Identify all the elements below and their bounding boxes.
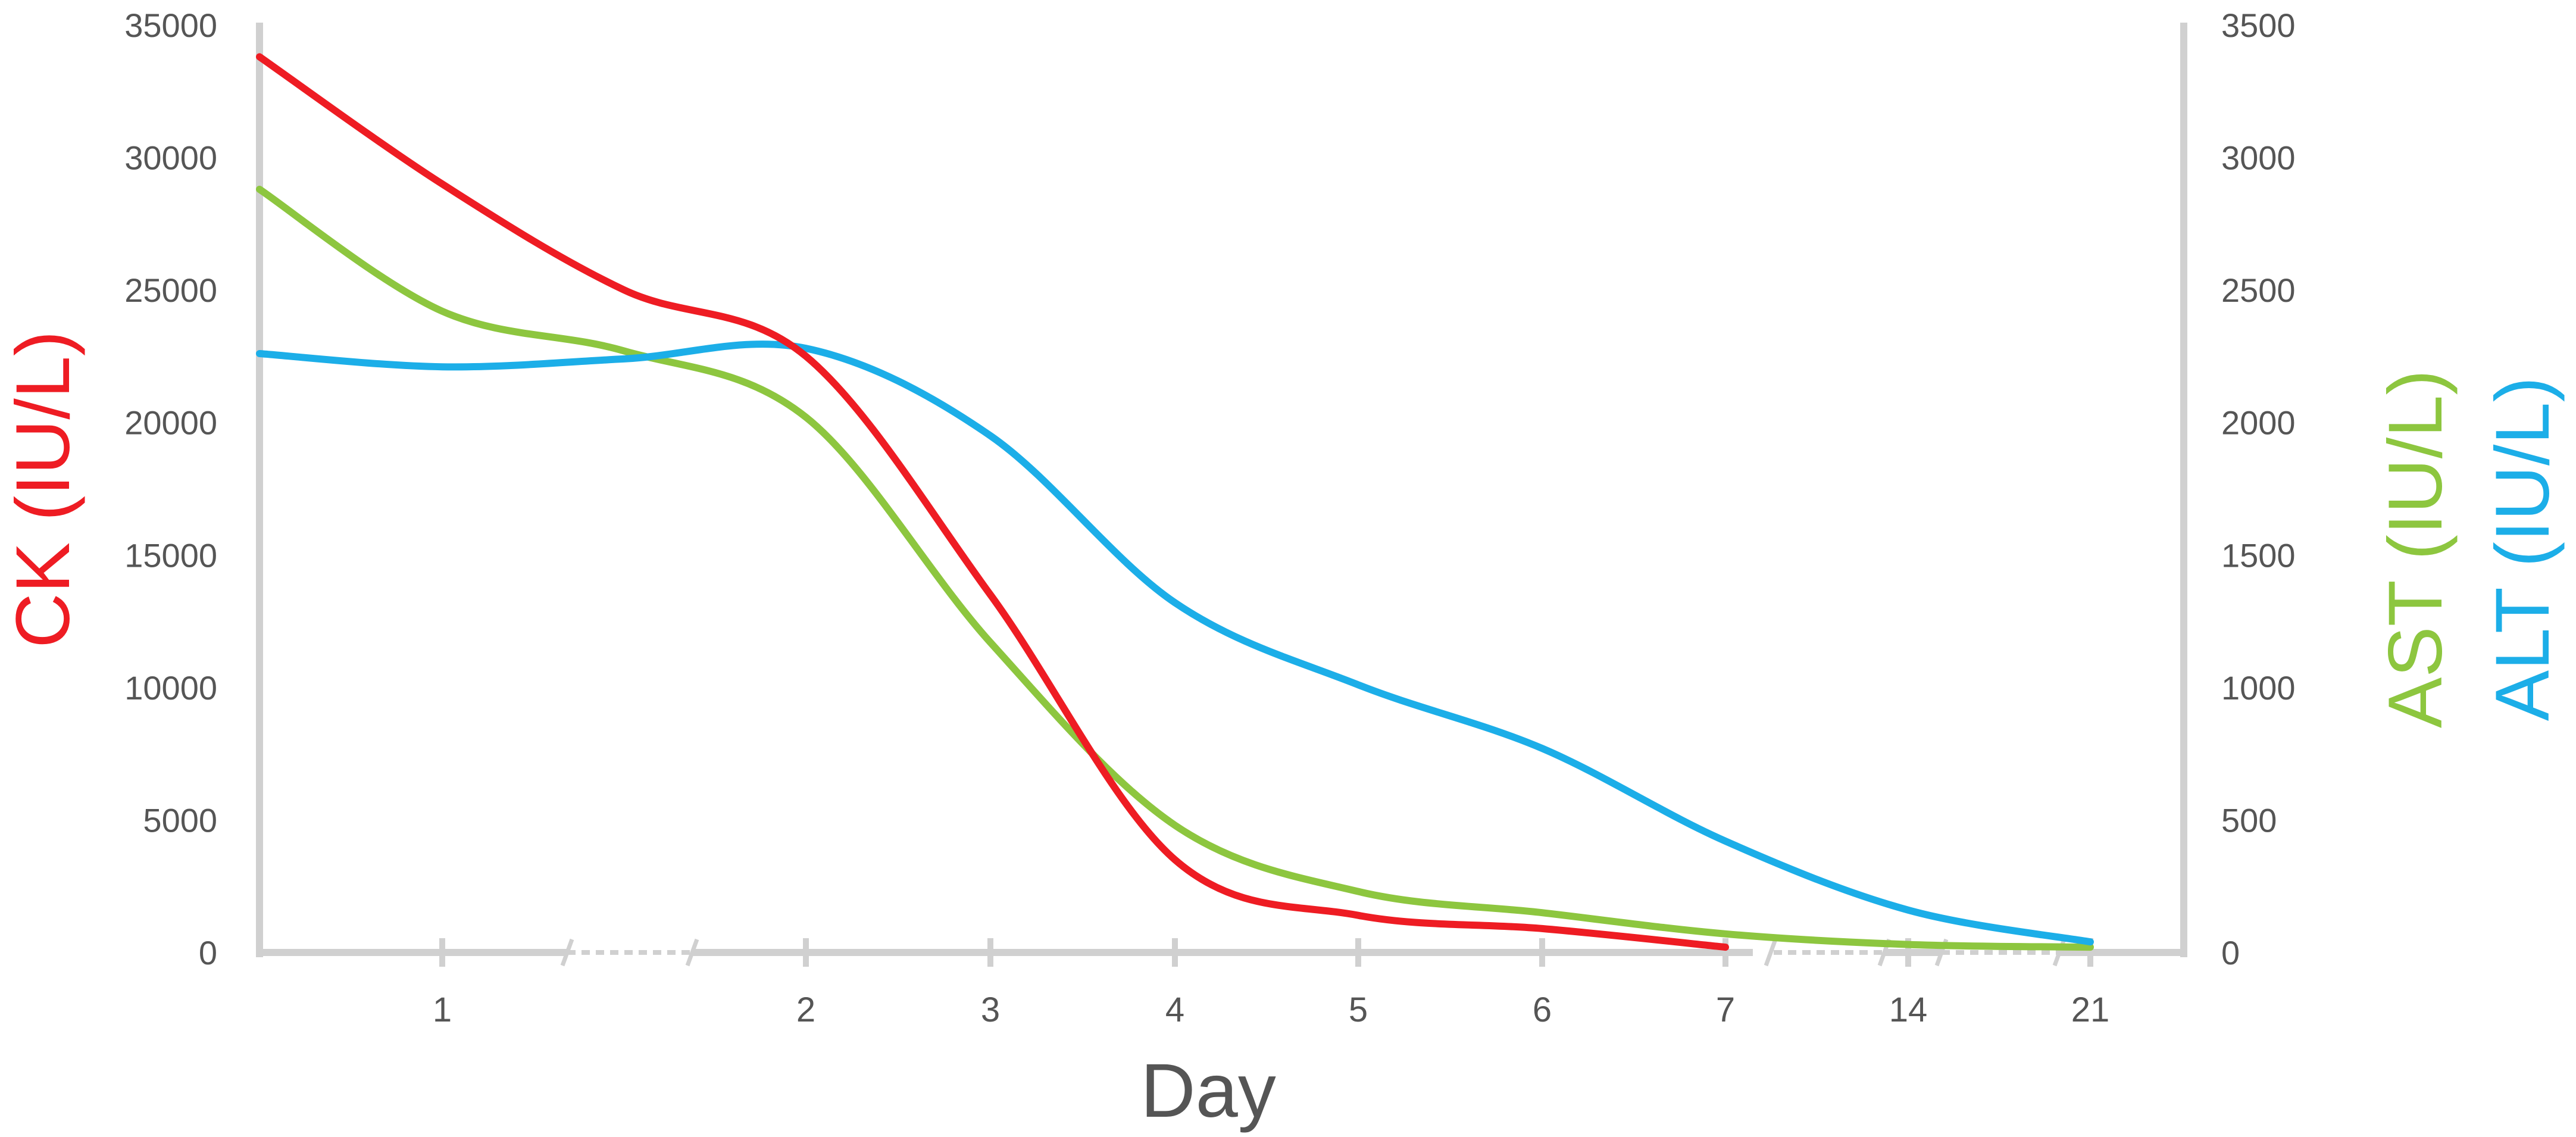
left-y-tick-label: 15000 [124, 536, 217, 574]
x-tick-label: 5 [1349, 991, 1368, 1029]
right-y-tick-label: 3500 [2221, 7, 2296, 44]
x-tick-label: 3 [981, 991, 1000, 1029]
left-y-tick-label: 20000 [124, 404, 217, 442]
right-y-tick-label: 500 [2221, 801, 2277, 839]
x-tick-label: 2 [796, 991, 815, 1029]
right-y-tick-label: 2000 [2221, 404, 2296, 442]
left-y-tick-label: 25000 [124, 271, 217, 309]
x-tick-label: 4 [1165, 991, 1184, 1029]
left-y-tick-label: 30000 [124, 139, 217, 177]
axis-break-mark [560, 938, 574, 967]
left-y-tick-label: 10000 [124, 669, 217, 707]
series-line-alt [256, 341, 2094, 946]
x-tick-label: 6 [1533, 991, 1552, 1029]
x-axis-title: Day [1140, 1048, 1276, 1133]
axis-break-mark [1764, 938, 1778, 967]
left-y-tick-label: 5000 [143, 801, 217, 839]
right-y-tick-label: 1500 [2221, 536, 2296, 574]
axis-break-mark [685, 938, 699, 967]
left-y-tick-label: 0 [199, 934, 217, 972]
right-y-tick-label: 2500 [2221, 271, 2296, 309]
x-tick-label: 7 [1716, 991, 1735, 1029]
right-y-axis-title-ast: AST (IU/L) [2373, 370, 2458, 728]
right-y-axis-title-alt: ALT (IU/L) [2480, 377, 2565, 721]
series-line-ck [256, 53, 1729, 951]
x-tick-label: 1 [433, 991, 452, 1029]
left-y-axis-title: CK (IU/L) [1, 330, 86, 648]
x-tick-label: 21 [2071, 991, 2110, 1029]
right-y-tick-label: 0 [2221, 934, 2240, 972]
x-tick-label: 14 [1889, 991, 1928, 1029]
right-y-tick-label: 3000 [2221, 139, 2296, 177]
left-y-tick-label: 35000 [124, 7, 217, 44]
right-y-tick-label: 1000 [2221, 669, 2296, 707]
series-line-ast [256, 186, 2094, 951]
